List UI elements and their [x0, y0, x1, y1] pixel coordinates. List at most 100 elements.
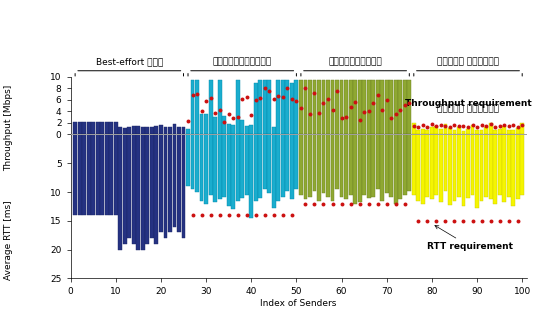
Point — [310, 201, 319, 206]
Bar — [181, 134, 185, 238]
Bar — [403, 134, 407, 195]
Bar — [222, 116, 226, 134]
Bar — [389, 80, 393, 134]
Bar — [258, 80, 262, 134]
Bar — [376, 80, 380, 134]
Bar — [227, 124, 231, 134]
Bar — [493, 134, 497, 204]
Point — [464, 124, 472, 130]
Bar — [507, 130, 510, 134]
Point — [283, 85, 292, 90]
Text: Throughput requirement: Throughput requirement — [405, 99, 532, 108]
Bar — [321, 80, 325, 134]
Bar — [434, 134, 438, 195]
Bar — [308, 80, 312, 134]
Bar — [421, 129, 425, 134]
Bar — [267, 80, 271, 134]
Bar — [227, 134, 231, 206]
Point — [509, 122, 517, 127]
Bar — [439, 129, 443, 134]
Point — [193, 92, 201, 97]
Text: 지지연보장 켄트롤트래픽: 지지연보장 켄트롤트래픽 — [437, 58, 499, 67]
Bar — [389, 134, 393, 196]
Bar — [114, 134, 118, 215]
Point — [342, 115, 350, 120]
Bar — [358, 134, 362, 202]
Bar — [371, 134, 375, 196]
Bar — [380, 134, 384, 201]
Bar — [100, 122, 104, 134]
Point — [495, 123, 504, 128]
Bar — [444, 134, 447, 191]
Text: Throughput [Mbps]: Throughput [Mbps] — [4, 85, 12, 171]
Point — [202, 99, 211, 104]
Point — [351, 100, 359, 105]
Bar — [100, 134, 104, 215]
Bar — [177, 127, 181, 134]
Bar — [204, 114, 208, 134]
Bar — [258, 134, 262, 198]
Point — [459, 218, 468, 223]
Bar — [173, 134, 176, 227]
Point — [378, 107, 387, 112]
Bar — [168, 127, 172, 134]
Bar — [231, 124, 235, 134]
Point — [486, 218, 495, 223]
Point — [419, 123, 427, 128]
Bar — [416, 130, 420, 134]
Bar — [109, 122, 113, 134]
Bar — [294, 134, 298, 189]
Bar — [272, 134, 276, 208]
Point — [310, 90, 319, 95]
Bar — [78, 134, 81, 215]
Bar — [136, 126, 140, 134]
Point — [269, 97, 278, 102]
Bar — [213, 134, 217, 202]
Point — [265, 89, 274, 94]
Bar — [105, 122, 109, 134]
Bar — [181, 127, 185, 134]
Bar — [263, 80, 267, 134]
Point — [220, 119, 229, 124]
Point — [306, 112, 314, 117]
Bar — [150, 134, 154, 238]
Bar — [412, 134, 416, 195]
Bar — [516, 128, 520, 134]
Bar — [281, 134, 285, 196]
Point — [400, 102, 409, 108]
Bar — [367, 80, 370, 134]
Point — [423, 218, 432, 223]
Bar — [394, 134, 397, 204]
Point — [197, 108, 206, 113]
Point — [292, 99, 301, 104]
Point — [251, 212, 260, 218]
Bar — [213, 116, 217, 134]
Bar — [385, 134, 389, 193]
Bar — [154, 126, 159, 134]
Point — [409, 123, 418, 128]
Bar — [479, 134, 483, 201]
Bar — [353, 134, 357, 204]
Bar — [222, 134, 226, 196]
Bar — [425, 130, 430, 134]
Point — [337, 116, 346, 121]
Point — [400, 201, 409, 206]
Bar — [362, 134, 366, 195]
Point — [369, 100, 377, 105]
Bar — [109, 134, 113, 215]
Bar — [403, 80, 407, 134]
Point — [269, 212, 278, 218]
Bar — [439, 134, 443, 202]
Point — [224, 212, 233, 218]
Text: Average RTT [ms]: Average RTT [ms] — [4, 200, 12, 280]
Bar — [168, 134, 172, 232]
Point — [513, 124, 522, 130]
Bar — [136, 134, 140, 250]
Bar — [263, 134, 267, 189]
Point — [392, 112, 400, 117]
Bar — [304, 134, 307, 199]
Bar — [425, 134, 430, 196]
Point — [251, 98, 260, 103]
Bar — [118, 134, 122, 250]
Point — [184, 119, 192, 124]
